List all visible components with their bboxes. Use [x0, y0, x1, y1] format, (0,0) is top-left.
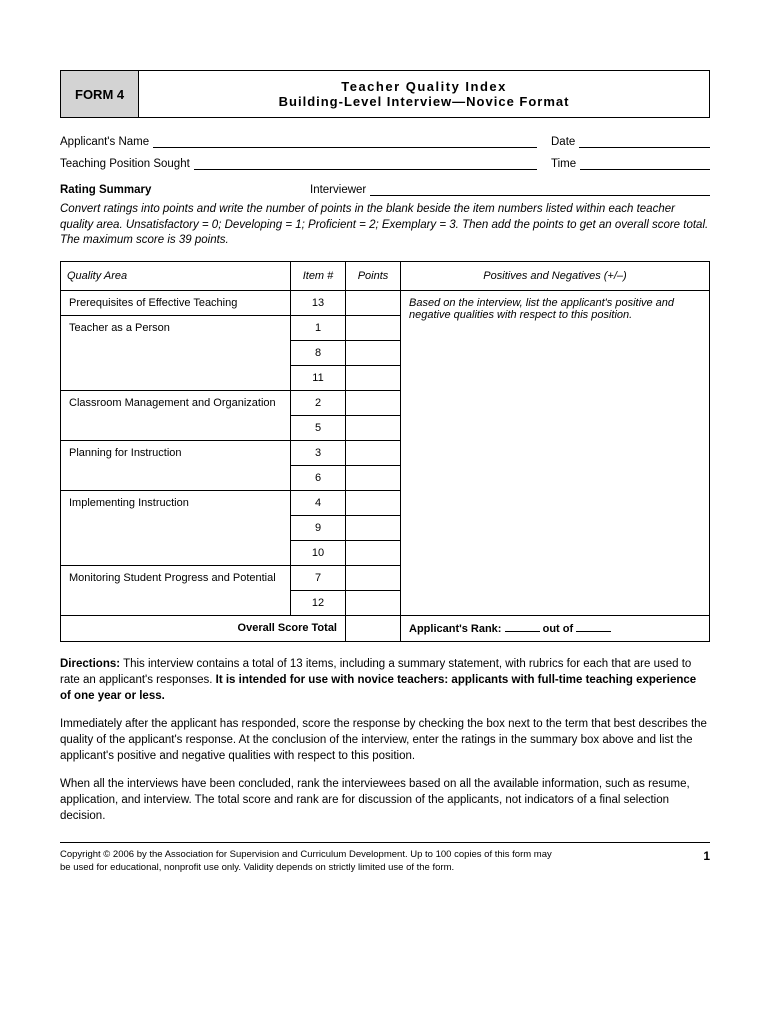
item-cell: 5 [291, 415, 346, 440]
title-line-2: Building-Level Interview—Novice Format [139, 94, 709, 109]
interviewer-line [370, 184, 710, 196]
rating-summary-label: Rating Summary [60, 184, 310, 196]
points-cell[interactable] [346, 515, 401, 540]
overall-score-cell[interactable] [346, 615, 401, 641]
points-cell[interactable] [346, 590, 401, 615]
overall-label: Overall Score Total [61, 615, 346, 641]
directions-p2: Immediately after the applicant has resp… [60, 716, 710, 764]
page-number: 1 [703, 849, 710, 874]
header-title: Teacher Quality Index Building-Level Int… [139, 71, 709, 117]
positives-note-cell[interactable]: Based on the interview, list the applica… [401, 290, 710, 615]
overall-row: Overall Score Total Applicant's Rank: ou… [61, 615, 710, 641]
directions-p1: Directions: This interview contains a to… [60, 656, 710, 704]
table-row: Prerequisites of Effective Teaching13Bas… [61, 290, 710, 315]
points-cell[interactable] [346, 465, 401, 490]
points-cell[interactable] [346, 340, 401, 365]
time-label: Time [551, 158, 576, 170]
item-cell: 7 [291, 565, 346, 590]
quality-table: Quality Area Item # Points Positives and… [60, 261, 710, 642]
title-line-1: Teacher Quality Index [139, 79, 709, 94]
quality-area-cell: Teacher as a Person [61, 315, 291, 390]
field-row-1: Applicant's Name Date [60, 136, 710, 148]
footer: Copyright © 2006 by the Association for … [60, 842, 710, 874]
rank-cell[interactable]: Applicant's Rank: out of [401, 615, 710, 641]
quality-area-cell: Monitoring Student Progress and Potentia… [61, 565, 291, 615]
item-cell: 11 [291, 365, 346, 390]
quality-area-cell: Classroom Management and Organization [61, 390, 291, 440]
rank-label: Applicant's Rank: [409, 623, 501, 635]
item-cell: 13 [291, 290, 346, 315]
rank-out-of: out of [543, 623, 574, 635]
date-label: Date [551, 136, 575, 148]
item-cell: 2 [291, 390, 346, 415]
position-line [194, 158, 537, 170]
points-cell[interactable] [346, 365, 401, 390]
interviewer-field[interactable]: Interviewer [310, 184, 710, 196]
item-cell: 12 [291, 590, 346, 615]
points-cell[interactable] [346, 315, 401, 340]
rating-summary-row: Rating Summary Interviewer [60, 184, 710, 196]
points-cell[interactable] [346, 540, 401, 565]
quality-area-cell: Planning for Instruction [61, 440, 291, 490]
applicant-name-line [153, 136, 537, 148]
time-field[interactable]: Time [551, 158, 710, 170]
points-cell[interactable] [346, 415, 401, 440]
item-cell: 1 [291, 315, 346, 340]
th-item: Item # [291, 261, 346, 290]
instructions-text: Convert ratings into points and write th… [60, 202, 710, 249]
quality-area-cell: Prerequisites of Effective Teaching [61, 290, 291, 315]
directions-p3: When all the interviews have been conclu… [60, 776, 710, 824]
time-line [580, 158, 710, 170]
rank-blank-1 [505, 622, 540, 632]
item-cell: 8 [291, 340, 346, 365]
points-cell[interactable] [346, 390, 401, 415]
field-row-2: Teaching Position Sought Time [60, 158, 710, 170]
footer-copyright: Copyright © 2006 by the Association for … [60, 849, 560, 874]
header-box: FORM 4 Teacher Quality Index Building-Le… [60, 70, 710, 118]
interviewer-label: Interviewer [310, 184, 366, 196]
points-cell[interactable] [346, 290, 401, 315]
th-positives: Positives and Negatives (+/–) [401, 261, 710, 290]
th-points: Points [346, 261, 401, 290]
item-cell: 10 [291, 540, 346, 565]
applicant-name-field[interactable]: Applicant's Name [60, 136, 537, 148]
points-cell[interactable] [346, 440, 401, 465]
date-line [579, 136, 710, 148]
date-field[interactable]: Date [551, 136, 710, 148]
th-quality-area: Quality Area [61, 261, 291, 290]
quality-area-cell: Implementing Instruction [61, 490, 291, 565]
item-cell: 3 [291, 440, 346, 465]
points-cell[interactable] [346, 490, 401, 515]
position-label: Teaching Position Sought [60, 158, 190, 170]
form-badge: FORM 4 [61, 71, 139, 117]
points-cell[interactable] [346, 565, 401, 590]
rank-blank-2 [576, 622, 611, 632]
directions-lead: Directions: [60, 658, 120, 670]
position-field[interactable]: Teaching Position Sought [60, 158, 537, 170]
item-cell: 6 [291, 465, 346, 490]
item-cell: 4 [291, 490, 346, 515]
applicant-name-label: Applicant's Name [60, 136, 149, 148]
item-cell: 9 [291, 515, 346, 540]
